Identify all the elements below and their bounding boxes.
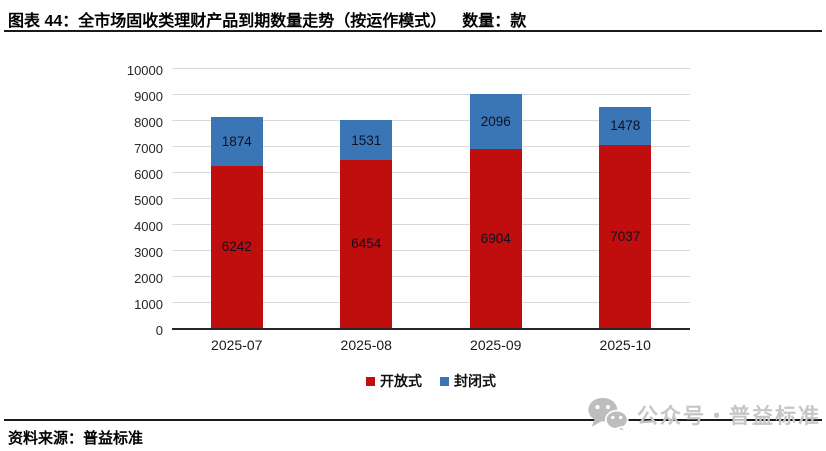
legend-label: 封闭式 [454,373,496,389]
y-tick-label: 5000 [134,193,163,208]
data-label: 1874 [221,133,252,149]
gridline-9000 [172,94,690,95]
y-tick-label: 0 [155,323,163,338]
chart-plot-area: 6242 1874 6454 1531 6904 2096 7037 1478 [172,68,690,330]
bar-2025-09: 6904 2096 [469,94,522,328]
gridline-6000 [172,172,690,173]
chart-legend: 开放式 封闭式 [172,371,690,391]
watermark: 公众号・普益标准 [587,396,821,433]
data-label: 6454 [351,236,382,252]
y-tick-label: 7000 [134,141,163,156]
legend-swatch [440,376,449,386]
y-tick-label: 3000 [134,245,163,260]
x-tick-label: 2025-09 [470,337,522,353]
data-label: 1478 [610,118,641,134]
bar-segment-开放式: 6454 [340,160,393,328]
legend-item-封闭式: 封闭式 [440,371,496,391]
gridline-2000 [172,276,690,277]
bar-2025-10: 7037 1478 [599,106,652,328]
y-tick-label: 2000 [134,271,163,286]
x-tick-label: 2025-07 [211,337,263,353]
source-note: 资料来源：普益标准 [8,430,144,447]
gridline-10000 [172,68,690,69]
x-tick-label: 2025-08 [340,337,392,353]
bar-segment-封闭式: 2096 [469,94,522,149]
data-label: 7037 [610,228,641,244]
y-tick-label: 1000 [134,297,163,312]
x-tick-label: 2025-10 [599,337,651,353]
gridline-5000 [172,198,690,199]
figure-title: 图表 44：全市场固收类理财产品到期数量走势（按运作模式） 数量：款 [8,7,526,31]
data-label: 6904 [480,230,511,246]
bar-2025-08: 6454 1531 [340,120,393,328]
figure-unit-label: 数量：款 [462,13,527,30]
data-label: 2096 [480,113,511,129]
gridline-4000 [172,224,690,225]
legend-label: 开放式 [380,373,422,389]
gridline-3000 [172,250,690,251]
gridline-8000 [172,120,690,121]
bar-segment-封闭式: 1478 [599,106,652,146]
bottom-divider [4,419,822,421]
figure-title-text: 图表 44：全市场固收类理财产品到期数量走势（按运作模式） [8,13,447,30]
y-tick-label: 4000 [134,219,163,234]
wechat-icon [588,397,629,433]
legend-swatch [366,376,375,386]
gridline-7000 [172,146,690,147]
legend-item-开放式: 开放式 [366,371,422,391]
data-label: 6242 [221,239,252,255]
bar-2025-07: 6242 1874 [210,117,263,328]
gridline-1000 [172,302,690,303]
y-tick-label: 8000 [134,115,163,130]
data-label: 1531 [351,132,382,148]
bar-segment-封闭式: 1874 [210,117,263,166]
bar-segment-开放式: 6242 [210,165,263,328]
y-tick-label: 6000 [134,167,163,182]
y-tick-label: 10000 [126,63,163,78]
bar-segment-封闭式: 1531 [340,120,393,161]
top-divider [4,30,822,32]
watermark-text: 公众号・普益标准 [637,404,821,428]
bar-segment-开放式: 7037 [599,145,652,328]
y-tick-label: 9000 [134,89,163,104]
bar-segment-开放式: 6904 [469,148,522,328]
